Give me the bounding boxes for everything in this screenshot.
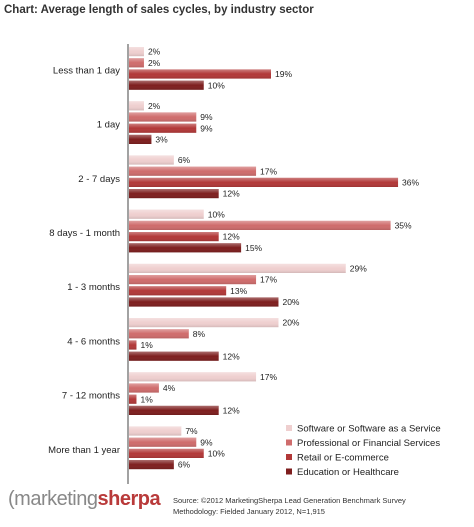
- data-label: 10%: [208, 449, 225, 459]
- legend-entry-education-or-healthcare: Education or Healthcare: [297, 467, 399, 478]
- data-label: 9%: [200, 123, 213, 133]
- chart-title: Chart: Average length of sales cycles, b…: [4, 4, 314, 16]
- data-label: 29%: [350, 264, 367, 274]
- category-group-7-12-months: 7 - 12 months 17% 4% 1% 12%: [62, 372, 278, 416]
- bar-shading: [129, 263, 346, 273]
- data-label: 17%: [260, 166, 277, 176]
- bar-shading: [129, 383, 159, 393]
- category-group-1-3-months: 1 - 3 months 29% 17% 13% 20%: [67, 264, 367, 308]
- bar-shading: [129, 80, 204, 90]
- marketingsherpa-logo: (marketingsherpa: [8, 488, 161, 510]
- bar-shading: [129, 101, 144, 111]
- bar-shading: [129, 155, 174, 165]
- methodology-line: Methodology: Fielded January 2012, N=1,9…: [173, 507, 325, 516]
- data-label: 10%: [208, 209, 225, 219]
- data-label: 7%: [185, 426, 198, 436]
- legend-entry-software-or-software-as-a-service: Software or Software as a Service: [297, 424, 441, 435]
- bar-shading: [129, 405, 219, 415]
- category-group-4-6-months: 4 - 6 months 20% 8% 1% 12%: [67, 318, 300, 362]
- data-label: 36%: [402, 178, 419, 188]
- bar-shading: [129, 166, 257, 176]
- category-label: 1 day: [97, 120, 120, 131]
- bar-shading: [129, 177, 399, 187]
- source-line: Source: ©2012 MarketingSherpa Lead Gener…: [173, 496, 406, 505]
- legend-swatch-software-or-software-as-a-service: [286, 425, 292, 431]
- bar-shading: [129, 220, 391, 230]
- bar-shading: [129, 394, 137, 404]
- category-label: More than 1 year: [48, 445, 120, 456]
- bar-shading: [129, 318, 279, 328]
- bar-shading: [129, 372, 257, 382]
- data-label: 4%: [163, 383, 176, 393]
- data-label: 1%: [140, 394, 153, 404]
- data-label: 12%: [223, 406, 240, 416]
- bar-shading: [129, 286, 227, 296]
- bar-shading: [129, 209, 204, 219]
- bar-shading: [129, 58, 144, 68]
- bar-shading: [129, 275, 257, 285]
- data-label: 35%: [395, 221, 412, 231]
- category-label: 8 days - 1 month: [49, 228, 120, 239]
- legend-entry-retail-or-e-commerce: Retail or E-commerce: [297, 453, 389, 464]
- bar-shading: [129, 69, 271, 79]
- data-label: 2%: [148, 58, 161, 68]
- category-group-more-than-1-year: More than 1 year 7%9% 10% 6%: [48, 426, 225, 470]
- bar-shading: [129, 112, 197, 122]
- legend: Software or Software as a Service Profess…: [286, 424, 441, 478]
- data-label: 2%: [148, 101, 161, 111]
- category-label: 1 - 3 months: [67, 282, 120, 293]
- data-label: 9%: [200, 437, 213, 447]
- bar-shading: [129, 460, 174, 470]
- bar-shading: [129, 232, 219, 242]
- bar-shading: [129, 134, 152, 144]
- bar-shading: [129, 329, 189, 339]
- bar-shading: [129, 297, 279, 307]
- category-label: 2 - 7 days: [78, 174, 120, 185]
- data-label: 12%: [223, 232, 240, 242]
- bar-shading: [129, 47, 144, 57]
- legend-swatch-retail-or-e-commerce: [286, 454, 292, 460]
- bar-shading: [129, 426, 182, 436]
- logo-text-sherpa: sherpa: [97, 488, 161, 510]
- data-label: 13%: [230, 286, 247, 296]
- data-label: 12%: [223, 351, 240, 361]
- bar-shading: [129, 243, 242, 253]
- bar-shading: [129, 340, 137, 350]
- legend-entry-professional-or-financial-services: Professional or Financial Services: [297, 438, 440, 449]
- data-label: 9%: [200, 112, 213, 122]
- category-label: 4 - 6 months: [67, 336, 120, 347]
- category-group-1-day: 1 day 2% 9%9% 3%: [97, 101, 213, 145]
- category-group-less-than-1-day: Less than 1 day 2%2% 19% 10%: [53, 47, 293, 91]
- bar-shading: [129, 123, 197, 133]
- legend-swatch-professional-or-financial-services: [286, 439, 292, 446]
- bar-shading: [129, 351, 219, 361]
- data-label: 2%: [148, 47, 161, 57]
- category-label: 7 - 12 months: [62, 391, 120, 402]
- data-label: 10%: [208, 80, 225, 90]
- data-label: 17%: [260, 372, 277, 382]
- data-label: 20%: [282, 318, 299, 328]
- data-label: 12%: [223, 189, 240, 199]
- data-label: 6%: [178, 460, 191, 470]
- bar-shading: [129, 437, 197, 447]
- bar-shading: [129, 448, 204, 458]
- data-label: 6%: [178, 155, 191, 165]
- category-label: Less than 1 day: [53, 65, 120, 76]
- data-label: 3%: [155, 135, 168, 145]
- data-label: 8%: [193, 329, 206, 339]
- data-label: 20%: [282, 297, 299, 307]
- category-group-8-days-1-month: 8 days - 1 month 10% 35% 12% 15%: [49, 209, 412, 253]
- source-note: Source: ©2012 MarketingSherpa Lead Gener…: [173, 495, 406, 517]
- data-label: 1%: [140, 340, 153, 350]
- logo-text-marketing: marketing: [14, 488, 98, 510]
- legend-swatch-education-or-healthcare: [286, 468, 292, 475]
- category-group-2-7-days: 2 - 7 days 6% 17% 36% 12%: [78, 155, 419, 199]
- data-label: 19%: [275, 69, 292, 79]
- data-label: 15%: [245, 243, 262, 253]
- data-label: 17%: [260, 275, 277, 285]
- bar-shading: [129, 189, 219, 199]
